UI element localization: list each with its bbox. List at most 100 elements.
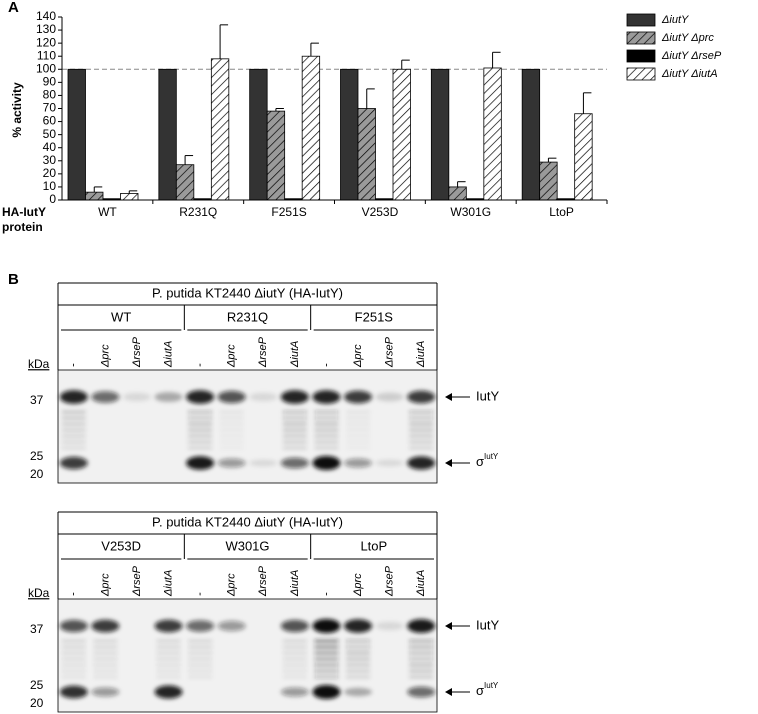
panel-label: A — [8, 0, 19, 16]
band — [217, 390, 246, 404]
x-axis-label: HA-IutY — [2, 205, 46, 219]
lane-bands — [154, 619, 183, 699]
error-bar — [547, 157, 557, 163]
lane-bands — [91, 619, 120, 697]
ladder — [188, 441, 213, 443]
band-label: IutY — [476, 388, 499, 403]
bar — [175, 164, 195, 201]
lane-label: ΔrseP — [131, 336, 143, 368]
band — [407, 619, 436, 633]
ladder — [282, 640, 307, 642]
y-tick-label: 20 — [43, 166, 57, 180]
band — [59, 619, 88, 633]
lane-bands — [186, 390, 215, 470]
ladder — [314, 658, 339, 660]
ladder — [282, 423, 307, 425]
lane-label: - — [68, 363, 80, 367]
band — [344, 687, 373, 697]
ladder — [156, 640, 181, 642]
band — [59, 456, 88, 470]
y-tick-label: 30 — [43, 153, 57, 167]
lane-bands — [91, 391, 120, 403]
marker-label: 25 — [30, 678, 44, 692]
ladder — [219, 435, 244, 437]
lane-label: Δprc — [352, 573, 364, 597]
ladder — [93, 652, 118, 654]
lane-label: Δprc — [226, 344, 238, 368]
ladder — [188, 646, 213, 648]
legend-label: ΔiutY ΔiutA — [661, 68, 718, 80]
ladder — [188, 676, 213, 678]
lane-label: Δprc — [226, 573, 238, 597]
strain-label: R231Q — [227, 309, 268, 324]
band — [91, 687, 120, 697]
marker-label: 37 — [30, 393, 44, 407]
band — [154, 619, 183, 633]
y-tick-label: 80 — [43, 88, 57, 102]
bar — [430, 68, 450, 201]
ladder — [282, 417, 307, 419]
band-label: σIutY — [476, 452, 499, 469]
lane-label: - — [194, 592, 206, 596]
legend-swatch — [626, 13, 656, 27]
band — [344, 458, 373, 468]
legend-label: ΔiutY Δprc — [661, 32, 714, 44]
ladder — [314, 676, 339, 678]
x-tick-label: F251S — [271, 205, 306, 219]
ladder — [188, 417, 213, 419]
ladder — [409, 676, 434, 678]
ladder — [61, 441, 86, 443]
ladder — [282, 652, 307, 654]
ladder — [93, 658, 118, 660]
legend-label: ΔiutY — [661, 14, 689, 26]
bar — [392, 68, 411, 201]
ladder — [346, 640, 371, 642]
bar — [249, 68, 268, 201]
ladder — [346, 417, 371, 419]
ladder — [188, 423, 213, 425]
ladder — [156, 676, 181, 678]
ladder — [61, 429, 86, 431]
ladder — [346, 411, 371, 413]
bar — [85, 191, 104, 201]
band — [407, 390, 436, 404]
ladder — [219, 429, 244, 431]
bar — [539, 161, 558, 201]
ladder — [93, 640, 118, 642]
lane-bands — [122, 392, 151, 402]
ladder — [219, 411, 244, 413]
ladder — [346, 670, 371, 672]
ladder — [188, 447, 213, 449]
lane-bands — [344, 619, 373, 697]
strain-label: LtoP — [360, 538, 387, 553]
error-bar — [582, 92, 592, 114]
lane-bands — [249, 392, 278, 467]
ladder — [346, 646, 371, 648]
marker-label: 25 — [30, 449, 44, 463]
band — [312, 456, 341, 470]
ladder — [282, 658, 307, 660]
band — [91, 619, 120, 633]
error-bar — [93, 186, 103, 193]
lane-bands — [154, 392, 183, 402]
ladder — [61, 435, 86, 437]
ladder — [61, 670, 86, 672]
marker-label: 20 — [30, 696, 44, 710]
strain-label: WT — [111, 309, 131, 324]
ladder — [409, 447, 434, 449]
lane-bands — [344, 390, 373, 468]
lane-label: ΔiutA — [162, 570, 174, 597]
x-tick-label: R231Q — [179, 205, 217, 219]
x-tick-label: V253D — [362, 205, 399, 219]
lane-label: ΔrseP — [384, 336, 396, 368]
lane-bands — [280, 390, 309, 469]
ladder — [188, 640, 213, 642]
band — [407, 686, 436, 698]
band — [186, 390, 215, 404]
band — [344, 390, 373, 404]
band — [344, 619, 373, 633]
error-bar — [310, 42, 319, 57]
ladder — [409, 670, 434, 672]
lane-bands — [312, 390, 341, 470]
ladder — [314, 664, 339, 666]
